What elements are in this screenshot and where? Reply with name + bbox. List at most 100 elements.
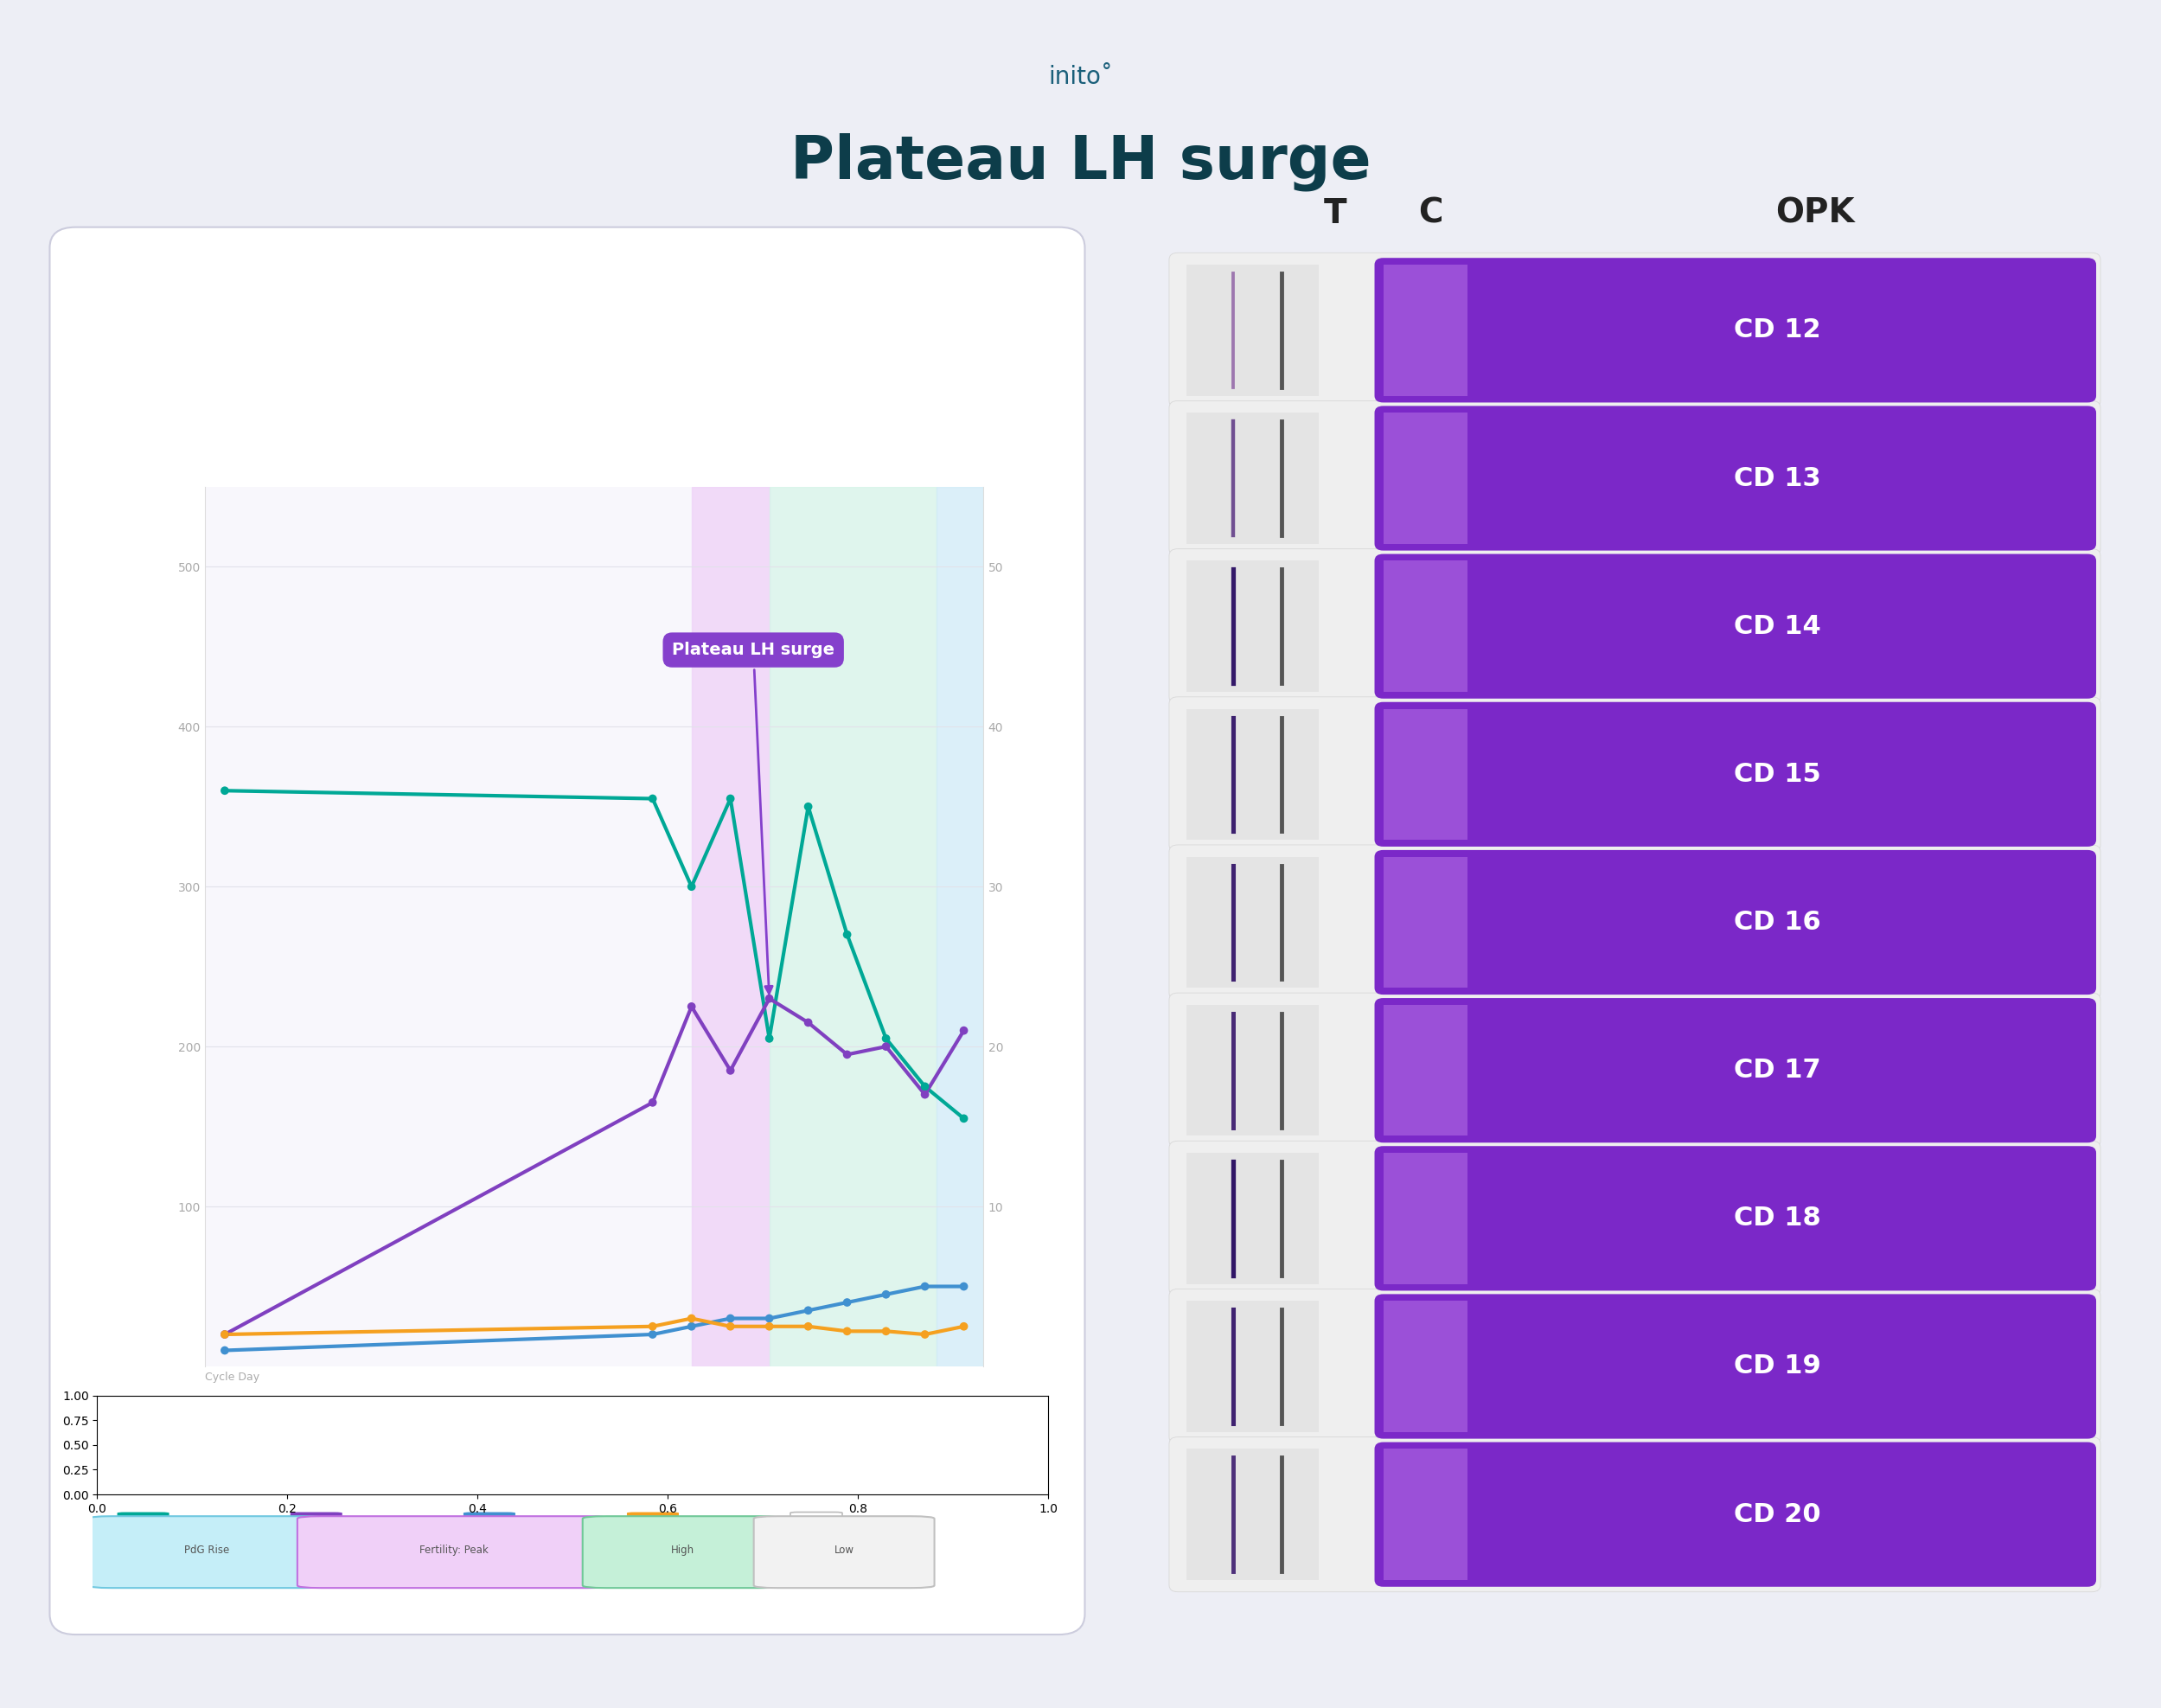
- Text: ●: ●: [882, 1457, 890, 1465]
- Text: 20: 20: [957, 1397, 970, 1407]
- Bar: [1383, 1301, 1467, 1431]
- Text: PdG: PdG: [525, 1518, 549, 1529]
- Text: ✓: ✓: [138, 1530, 147, 1539]
- Bar: [1383, 857, 1467, 987]
- Point: [752, 1313, 787, 1341]
- Point: [713, 1313, 748, 1341]
- Bar: [1186, 1448, 1318, 1580]
- Text: °F: °F: [851, 1561, 862, 1571]
- Text: 14: 14: [724, 1397, 737, 1407]
- Bar: [1186, 560, 1318, 692]
- FancyBboxPatch shape: [1169, 845, 2100, 999]
- Text: CD 17: CD 17: [1733, 1057, 1822, 1083]
- FancyBboxPatch shape: [1169, 253, 2100, 408]
- FancyBboxPatch shape: [462, 1512, 514, 1556]
- FancyBboxPatch shape: [298, 1517, 612, 1588]
- Text: Fertility: Peak: Fertility: Peak: [419, 1546, 488, 1556]
- Bar: [1186, 413, 1318, 543]
- Text: 1: 1: [220, 1397, 229, 1407]
- Point: [947, 1313, 981, 1341]
- Point: [207, 1337, 242, 1365]
- Bar: [1186, 1153, 1318, 1284]
- Point: [207, 1320, 242, 1348]
- Point: [674, 992, 709, 1020]
- Bar: [1186, 1004, 1318, 1136]
- Bar: [1383, 1448, 1467, 1580]
- Point: [908, 1320, 942, 1348]
- Bar: [1186, 1301, 1318, 1431]
- Text: E3G: E3G: [179, 1518, 203, 1529]
- Point: [830, 1317, 864, 1344]
- Text: CD 20: CD 20: [1733, 1501, 1822, 1527]
- FancyBboxPatch shape: [1169, 548, 2100, 704]
- Point: [674, 1313, 709, 1341]
- Point: [791, 1296, 826, 1324]
- Text: 12: 12: [646, 1397, 659, 1407]
- Bar: [936, 487, 983, 1366]
- Text: High: High: [670, 1546, 694, 1556]
- FancyBboxPatch shape: [1374, 258, 2096, 403]
- Text: ug/ml: ug/ml: [525, 1561, 551, 1571]
- FancyBboxPatch shape: [1169, 1141, 2100, 1296]
- Point: [947, 1016, 981, 1044]
- Text: PdG Rise: PdG Rise: [184, 1546, 229, 1556]
- Text: Low: Low: [834, 1546, 854, 1556]
- FancyBboxPatch shape: [1374, 702, 2096, 847]
- Text: Plateau LH surge: Plateau LH surge: [672, 642, 834, 994]
- Text: CD 19: CD 19: [1733, 1354, 1822, 1378]
- Text: ✓: ✓: [311, 1530, 320, 1539]
- Point: [947, 1272, 981, 1300]
- FancyBboxPatch shape: [1374, 407, 2096, 550]
- Point: [830, 1040, 864, 1068]
- Point: [752, 986, 787, 1013]
- Bar: [1186, 709, 1318, 840]
- Text: 13: 13: [685, 1397, 698, 1407]
- Point: [908, 1272, 942, 1300]
- Text: ♥: ♥: [959, 1455, 968, 1465]
- Text: mIU/ml: mIU/ml: [352, 1561, 385, 1571]
- Point: [869, 1317, 903, 1344]
- Point: [713, 1305, 748, 1332]
- Bar: [1383, 560, 1467, 692]
- Bar: [1383, 1153, 1467, 1284]
- Text: BBT: BBT: [851, 1518, 875, 1529]
- Text: ♥: ♥: [843, 1455, 851, 1465]
- Point: [635, 1320, 670, 1348]
- Bar: [1383, 413, 1467, 543]
- FancyBboxPatch shape: [1169, 697, 2100, 852]
- Point: [752, 1025, 787, 1052]
- Text: FSH: FSH: [689, 1518, 713, 1529]
- Text: 16: 16: [802, 1397, 815, 1407]
- Text: C: C: [1418, 196, 1444, 231]
- Text: ♥: ♥: [648, 1455, 657, 1465]
- FancyBboxPatch shape: [583, 1517, 782, 1588]
- Bar: [1383, 709, 1467, 840]
- Point: [791, 1313, 826, 1341]
- Point: [635, 1090, 670, 1117]
- Point: [830, 921, 864, 948]
- Point: [207, 777, 242, 804]
- Text: ✓: ✓: [486, 1530, 493, 1539]
- Point: [713, 1057, 748, 1085]
- Point: [908, 1073, 942, 1100]
- Bar: [692, 487, 769, 1366]
- Bar: [769, 487, 936, 1366]
- FancyBboxPatch shape: [1169, 1290, 2100, 1443]
- FancyBboxPatch shape: [1374, 851, 2096, 994]
- Text: ●: ●: [804, 1457, 813, 1465]
- Point: [752, 1305, 787, 1332]
- Text: LH: LH: [352, 1518, 367, 1529]
- Text: ●: ●: [726, 1457, 735, 1465]
- Point: [869, 1281, 903, 1308]
- Text: inito˚: inito˚: [1048, 65, 1113, 89]
- Text: 17: 17: [841, 1397, 854, 1407]
- Point: [908, 1081, 942, 1108]
- FancyBboxPatch shape: [1374, 1442, 2096, 1587]
- FancyBboxPatch shape: [627, 1512, 679, 1556]
- FancyBboxPatch shape: [1374, 997, 2096, 1143]
- Text: 18: 18: [880, 1397, 892, 1407]
- Text: ♥: ♥: [765, 1455, 774, 1465]
- FancyBboxPatch shape: [1169, 992, 2100, 1148]
- Text: OPK: OPK: [1776, 196, 1854, 231]
- Point: [869, 1025, 903, 1052]
